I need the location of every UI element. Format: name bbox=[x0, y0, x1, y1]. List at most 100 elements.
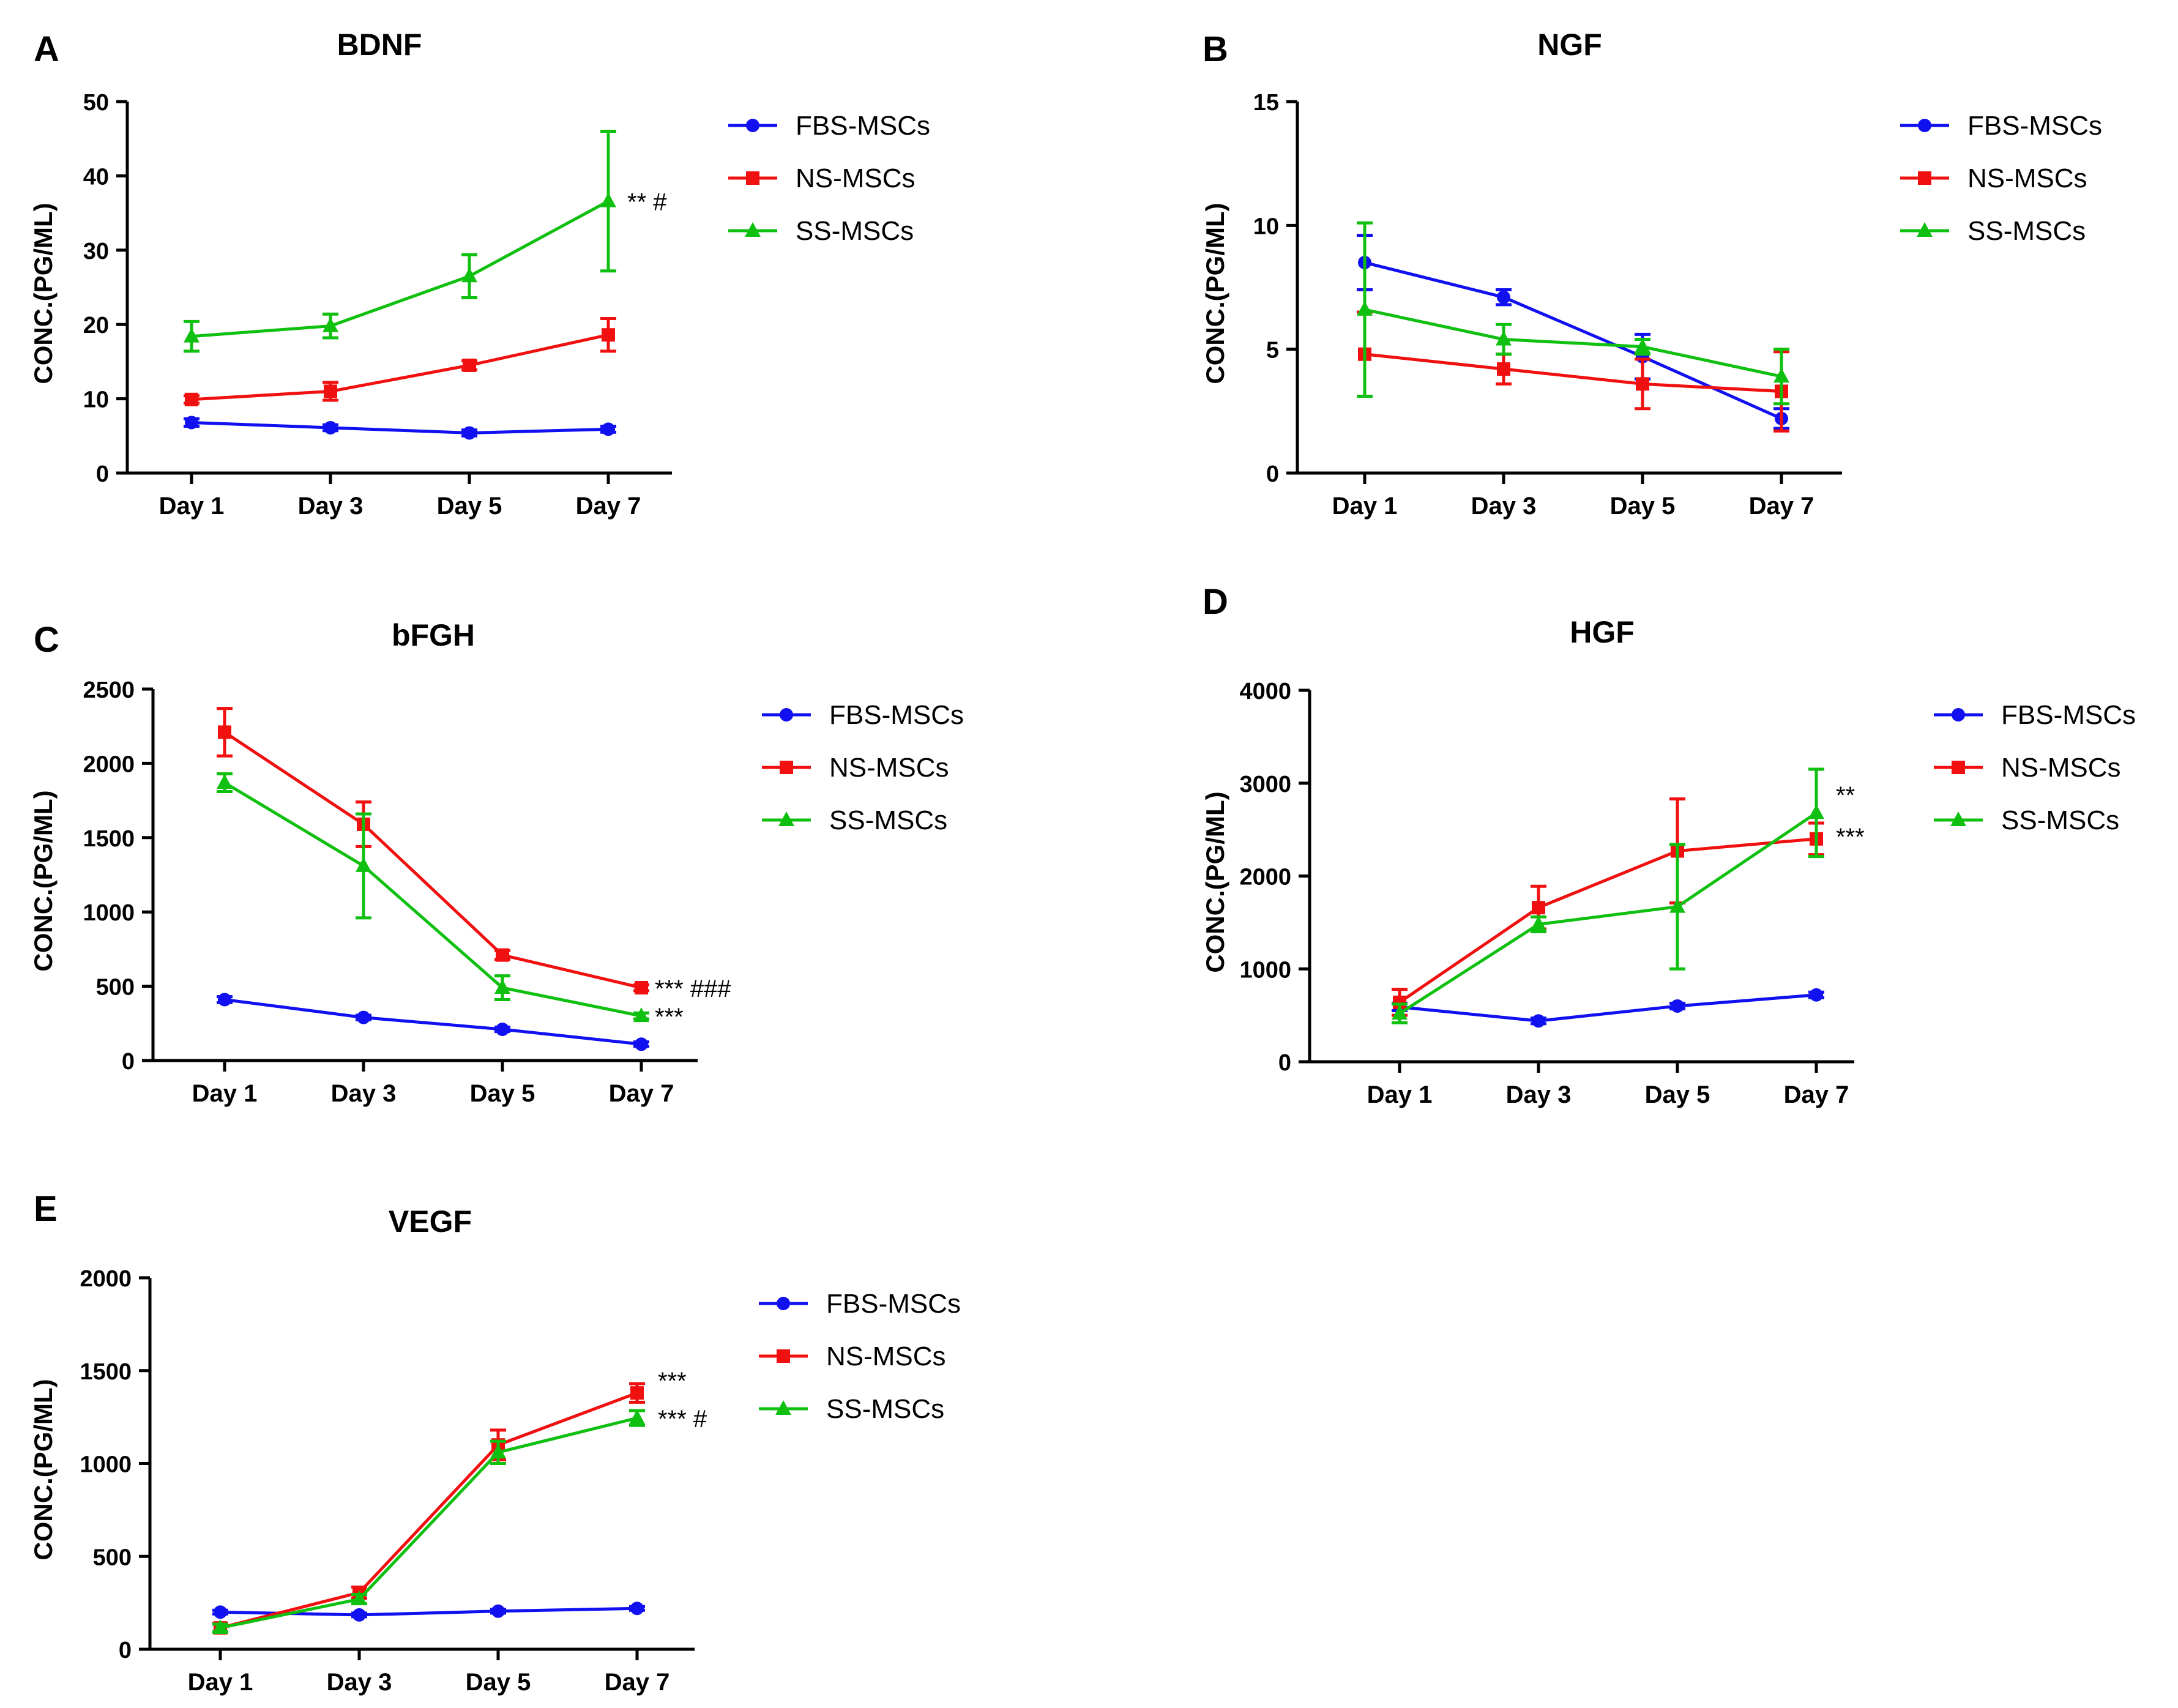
x-tick-label: Day 1 bbox=[1367, 1081, 1433, 1108]
y-tick-label: 1000 bbox=[80, 1452, 132, 1478]
legend-marker bbox=[1950, 811, 1966, 826]
y-tick-label: 10 bbox=[83, 387, 109, 413]
legend-entry: FBS-MSCs bbox=[759, 1289, 961, 1319]
y-tick-label: 0 bbox=[1278, 1050, 1291, 1076]
panel-letter: C bbox=[34, 620, 59, 660]
legend-marker bbox=[745, 222, 761, 237]
legend-label: SS-MSCs bbox=[1967, 216, 2086, 246]
legend-entry: NS-MSCs bbox=[762, 753, 949, 783]
y-tick-label: 0 bbox=[119, 1638, 132, 1663]
legend-label: SS-MSCs bbox=[826, 1394, 944, 1424]
series-line bbox=[191, 200, 610, 338]
y-tick-label: 5 bbox=[1266, 338, 1279, 364]
x-tick-label: Day 7 bbox=[1784, 1081, 1849, 1108]
chart-title: BDNF bbox=[337, 28, 422, 62]
data-point bbox=[630, 1386, 644, 1400]
legend-marker bbox=[777, 1349, 790, 1363]
data-point bbox=[602, 328, 615, 342]
data-point bbox=[212, 1619, 228, 1635]
legend-marker bbox=[780, 761, 793, 774]
x-tick-label: Day 3 bbox=[327, 1669, 392, 1696]
y-tick-label: 30 bbox=[83, 239, 109, 264]
x-tick-label: Day 3 bbox=[1506, 1081, 1572, 1108]
legend-marker bbox=[780, 708, 793, 722]
data-point bbox=[1671, 999, 1684, 1013]
x-tick-label: Day 5 bbox=[437, 493, 502, 520]
legend-marker bbox=[746, 171, 759, 185]
y-axis-label: CONC.(PG/ML) bbox=[29, 790, 58, 971]
x-tick-label: Day 1 bbox=[1332, 493, 1398, 520]
series-ss-mscs bbox=[212, 1409, 645, 1635]
data-point bbox=[185, 416, 198, 430]
x-tick-label: Day 5 bbox=[466, 1669, 531, 1696]
data-point bbox=[324, 420, 337, 434]
legend-label: NS-MSCs bbox=[1967, 163, 2087, 193]
data-point bbox=[463, 358, 476, 372]
y-tick-label: 1000 bbox=[83, 900, 135, 926]
series-fbs-mscs bbox=[1392, 988, 1824, 1028]
panel-letter: D bbox=[1203, 582, 1228, 622]
legend-marker bbox=[778, 811, 794, 826]
data-point bbox=[1531, 916, 1546, 931]
series-fbs-mscs bbox=[217, 993, 649, 1051]
x-tick-label: Day 3 bbox=[1471, 493, 1537, 520]
data-point bbox=[1532, 901, 1545, 915]
data-point bbox=[1773, 368, 1789, 383]
series-ss-mscs bbox=[217, 772, 649, 1023]
data-point bbox=[633, 1007, 649, 1023]
data-point bbox=[1810, 988, 1823, 1002]
y-tick-label: 4000 bbox=[1239, 679, 1291, 704]
x-tick-label: Day 7 bbox=[609, 1080, 674, 1107]
data-point bbox=[635, 1037, 648, 1051]
significance-label: *** bbox=[655, 1004, 684, 1031]
panel-letter: A bbox=[34, 29, 59, 69]
data-point bbox=[185, 392, 198, 406]
panel-d: D HGF 0 1000 2000 3000 4000 Day 1 Day 3 Day 5 Day … bbox=[1201, 582, 2136, 1108]
legend-label: FBS-MSCs bbox=[829, 700, 964, 730]
x-tick-label: Day 7 bbox=[576, 493, 641, 520]
chart-title: NGF bbox=[1537, 28, 1602, 62]
data-point bbox=[357, 1010, 370, 1024]
data-point bbox=[1635, 338, 1650, 353]
data-point bbox=[214, 1605, 227, 1619]
data-point bbox=[600, 192, 616, 207]
x-tick-label: Day 5 bbox=[1610, 493, 1676, 520]
legend-marker bbox=[1917, 222, 1933, 237]
series-fbs-mscs bbox=[212, 1602, 645, 1622]
data-point bbox=[323, 317, 338, 332]
data-point bbox=[491, 1604, 505, 1618]
legend-label: FBS-MSCs bbox=[2001, 700, 2136, 730]
legend-entry: NS-MSCs bbox=[1934, 753, 2121, 783]
y-tick-label: 1500 bbox=[80, 1359, 132, 1385]
legend-label: SS-MSCs bbox=[796, 216, 914, 246]
panel-e: E VEGF 0 500 1000 1500 2000 Day 1 Day 3 Day 5 Day … bbox=[29, 1189, 961, 1696]
data-point bbox=[461, 267, 477, 283]
y-tick-label: 2500 bbox=[83, 677, 135, 703]
legend-entry: NS-MSCs bbox=[728, 163, 916, 193]
significance-label: *** # bbox=[658, 1406, 707, 1433]
data-point bbox=[352, 1608, 366, 1622]
series-ns-mscs bbox=[1357, 310, 1789, 433]
legend-entry: FBS-MSCs bbox=[1900, 111, 2102, 141]
y-axis-label: CONC.(PG/ML) bbox=[1201, 791, 1229, 972]
series-line bbox=[1364, 308, 1782, 378]
data-point bbox=[184, 327, 200, 343]
y-axis-label: CONC.(PG/ML) bbox=[29, 203, 58, 384]
data-point bbox=[496, 948, 509, 962]
series-line bbox=[220, 1416, 638, 1630]
legend-marker bbox=[1952, 761, 1965, 774]
series-line bbox=[1398, 811, 1818, 1015]
significance-label: *** ### bbox=[655, 975, 731, 1002]
legend-marker bbox=[746, 119, 759, 132]
y-tick-label: 2000 bbox=[1239, 865, 1291, 890]
data-point bbox=[1808, 804, 1824, 819]
y-axis-label: CONC.(PG/ML) bbox=[29, 1379, 58, 1560]
panel-letter: E bbox=[34, 1189, 58, 1229]
legend-marker bbox=[1918, 171, 1931, 185]
panel-a: A BDNF 0 10 20 30 40 50 Day 1 Day 3 Day 5 Day 7 CONC… bbox=[29, 28, 930, 520]
significance-label: ** # bbox=[627, 189, 667, 216]
legend-label: FBS-MSCs bbox=[796, 111, 930, 141]
y-tick-label: 1500 bbox=[83, 826, 135, 852]
